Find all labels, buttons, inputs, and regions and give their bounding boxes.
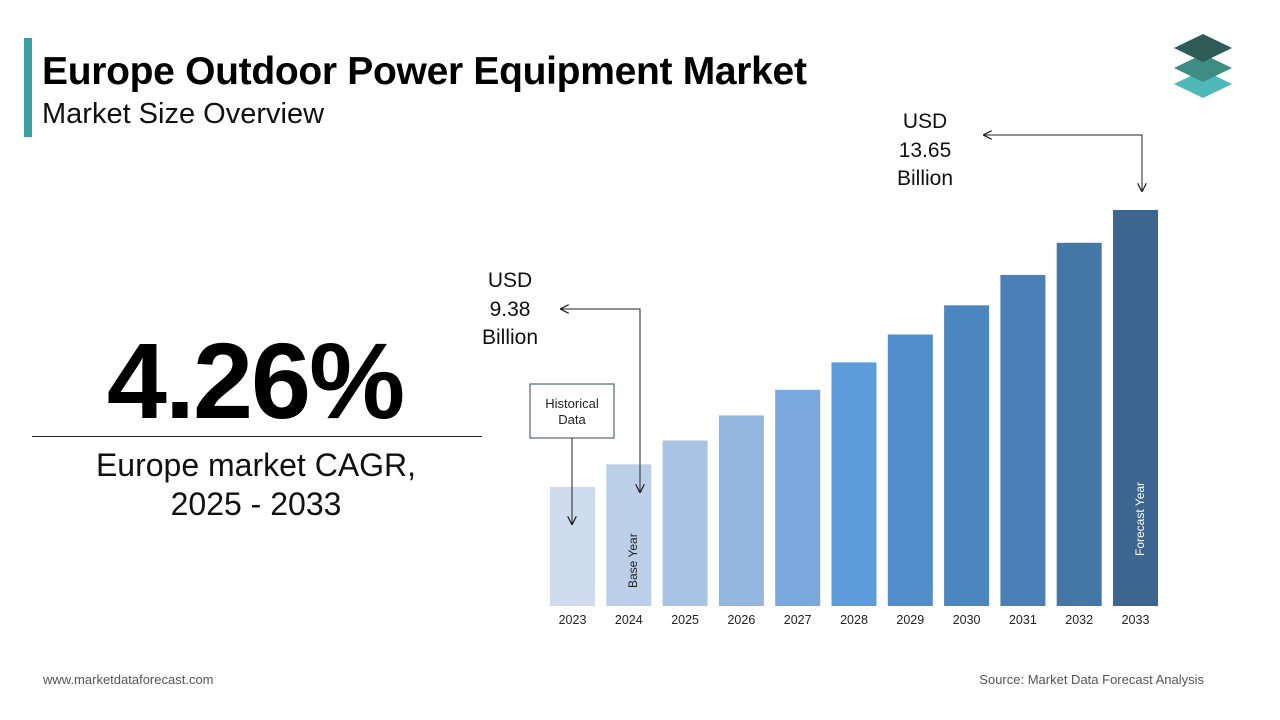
end-value-line3: Billion (897, 167, 953, 190)
end-value-line2: 13.65 (899, 139, 952, 162)
x-tick-label-2032: 2032 (1065, 613, 1093, 627)
bar-2026 (718, 415, 764, 606)
logo-layer-bottom (1174, 70, 1232, 98)
bar-2030 (944, 305, 990, 606)
forecast-year-label: Forecast Year (1133, 482, 1147, 556)
cagr-label-line1: Europe market CAGR, (95, 447, 417, 483)
bar-2025 (662, 440, 708, 606)
x-tick-label-2029: 2029 (896, 613, 924, 627)
bar-2031 (1000, 274, 1046, 606)
base-year-label: Base Year (626, 533, 640, 588)
end-value-arrow (984, 135, 1142, 191)
footer-source: Source: Market Data Forecast Analysis (979, 672, 1204, 687)
x-tick-label-2026: 2026 (727, 613, 755, 627)
start-value-line1: USD (488, 269, 532, 292)
cagr-value: 4.26% (106, 320, 405, 441)
historical-data-label-line2: Data (558, 412, 586, 427)
bar-2027 (775, 389, 821, 606)
footer-website[interactable]: www.marketdataforecast.com (43, 672, 214, 687)
end-value-line1: USD (903, 110, 947, 133)
logo-layer-top (1174, 34, 1232, 62)
x-tick-label-2024: 2024 (615, 613, 643, 627)
start-value-line3: Billion (482, 326, 538, 349)
x-tick-labels: 2023 2024 2025 2026 2027 2028 2029 2030 2031 2032… (559, 613, 1150, 627)
cagr-divider (32, 436, 482, 437)
bar-2032 (1056, 242, 1102, 607)
x-tick-label-2031: 2031 (1009, 613, 1037, 627)
x-tick-label-2028: 2028 (840, 613, 868, 627)
title-accent-bar (24, 38, 32, 137)
bar-group (550, 210, 1158, 607)
page-title: Europe Outdoor Power Equipment Market (42, 50, 807, 93)
bar-2028 (831, 362, 877, 606)
cagr-label: Europe market CAGR, 2025 - 2033 (30, 446, 482, 524)
x-tick-label-2027: 2027 (784, 613, 812, 627)
bar-2033 (1113, 210, 1158, 606)
start-value-arrow (561, 309, 640, 492)
historical-data-label-line1: Historical (545, 396, 599, 411)
logo-layer-middle (1174, 54, 1232, 82)
bar-2029 (887, 334, 933, 606)
start-value-line2: 9.38 (490, 298, 531, 321)
x-tick-label-2023: 2023 (559, 613, 587, 627)
cagr-label-line2: 2025 - 2033 (170, 486, 342, 522)
x-tick-label-2025: 2025 (671, 613, 699, 627)
x-tick-label-2033: 2033 (1122, 613, 1150, 627)
historical-data-box (529, 383, 615, 439)
brand-logo-icon (1174, 34, 1232, 98)
x-tick-label-2030: 2030 (953, 613, 981, 627)
page-subtitle: Market Size Overview (42, 98, 325, 130)
